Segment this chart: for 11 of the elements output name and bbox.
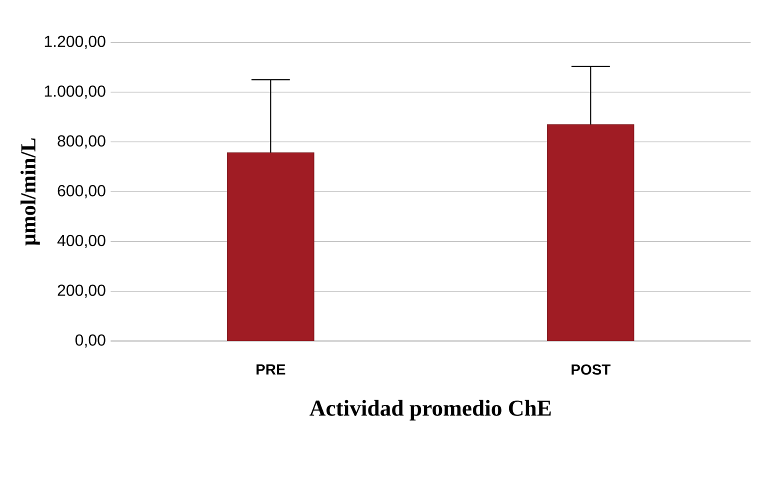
x-tick-label: POST [572,364,610,375]
x-tick-label: PRE [256,364,286,374]
y-tick-label: 800,00 [58,135,106,148]
y-tick-label: 1.200,00 [44,36,106,49]
y-tick-label: 200,00 [58,284,106,298]
x-axis-title: Actividad promedio ChE [310,400,551,420]
y-tick-label: 1.000,00 [44,86,106,99]
y-tick-label: 400,00 [57,234,106,248]
y-tick-label: 600,00 [58,185,106,198]
y-tick-label: 0,00 [75,334,106,348]
y-axis-title: µmol/min/L [20,138,40,246]
